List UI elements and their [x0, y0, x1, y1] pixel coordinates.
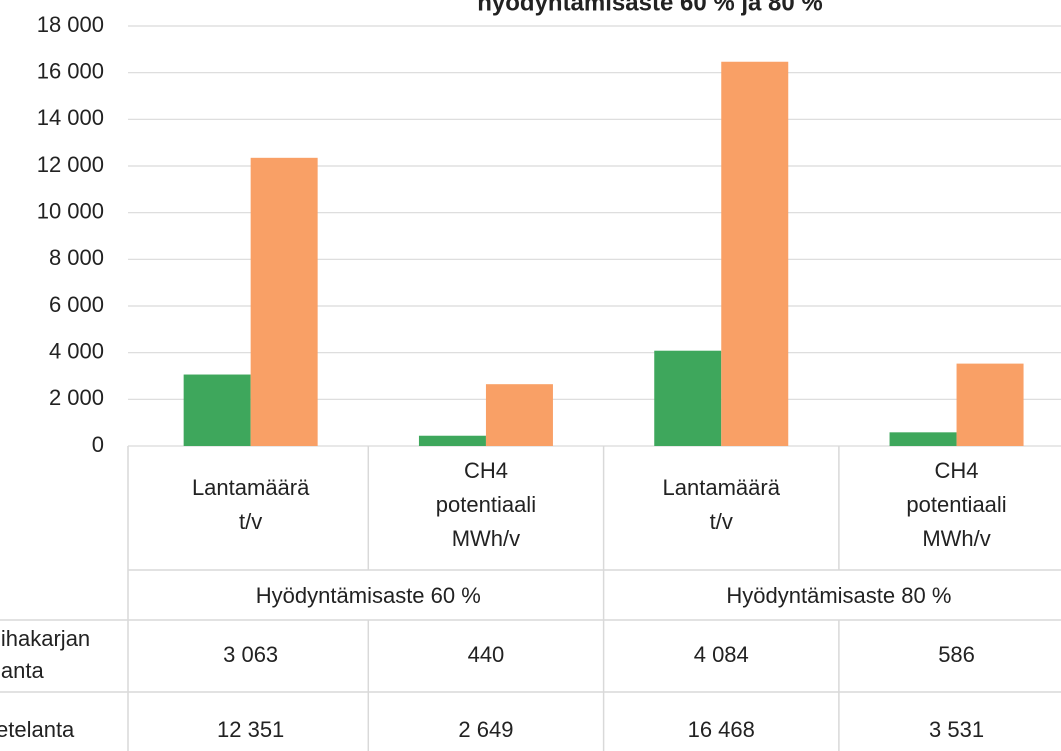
chart-title: hyödyntämisaste 60 % ja 80 %: [477, 0, 823, 16]
x-tick-label: CH4 potentiaali MWh/v: [906, 458, 1006, 551]
series-label: etelanta: [0, 717, 75, 742]
y-tick-label: 2 000: [49, 385, 104, 410]
y-tick-label: 8 000: [49, 245, 104, 270]
y-tick-label: 18 000: [37, 12, 104, 37]
bar: [183, 374, 251, 446]
y-tick-label: 14 000: [37, 105, 104, 130]
table-cell: 16 468: [688, 717, 755, 742]
y-tick-label: 4 000: [49, 338, 104, 363]
table-cell: 3 063: [223, 642, 278, 667]
group-label: Hyödyntämisaste 80 %: [726, 583, 951, 608]
y-tick-label: 6 000: [49, 292, 104, 317]
group-label: Hyödyntämisaste 60 %: [256, 583, 481, 608]
y-tick-label: 12 000: [37, 152, 104, 177]
bar: [654, 350, 722, 446]
x-tick-label: CH4 potentiaali MWh/v: [436, 458, 536, 551]
table-cell: 2 649: [458, 717, 513, 742]
bar: [485, 384, 553, 446]
bar: [250, 157, 318, 446]
table-cell: 12 351: [217, 717, 284, 742]
bar: [889, 432, 957, 446]
series-label: lihakarjan lanta: [0, 626, 90, 683]
y-tick-label: 16 000: [37, 58, 104, 83]
bar: [956, 363, 1024, 446]
y-tick-label: 10 000: [37, 198, 104, 223]
x-tick-label: Lantamäärä t/v: [192, 475, 310, 534]
table-cell: 3 531: [929, 717, 984, 742]
bar: [418, 435, 486, 446]
bar: [721, 61, 789, 446]
x-tick-label: Lantamäärä t/v: [663, 475, 781, 534]
table-cell: 586: [938, 642, 975, 667]
table-cell: 440: [468, 642, 505, 667]
y-tick-label: 0: [92, 432, 104, 457]
table-cell: 4 084: [694, 642, 749, 667]
